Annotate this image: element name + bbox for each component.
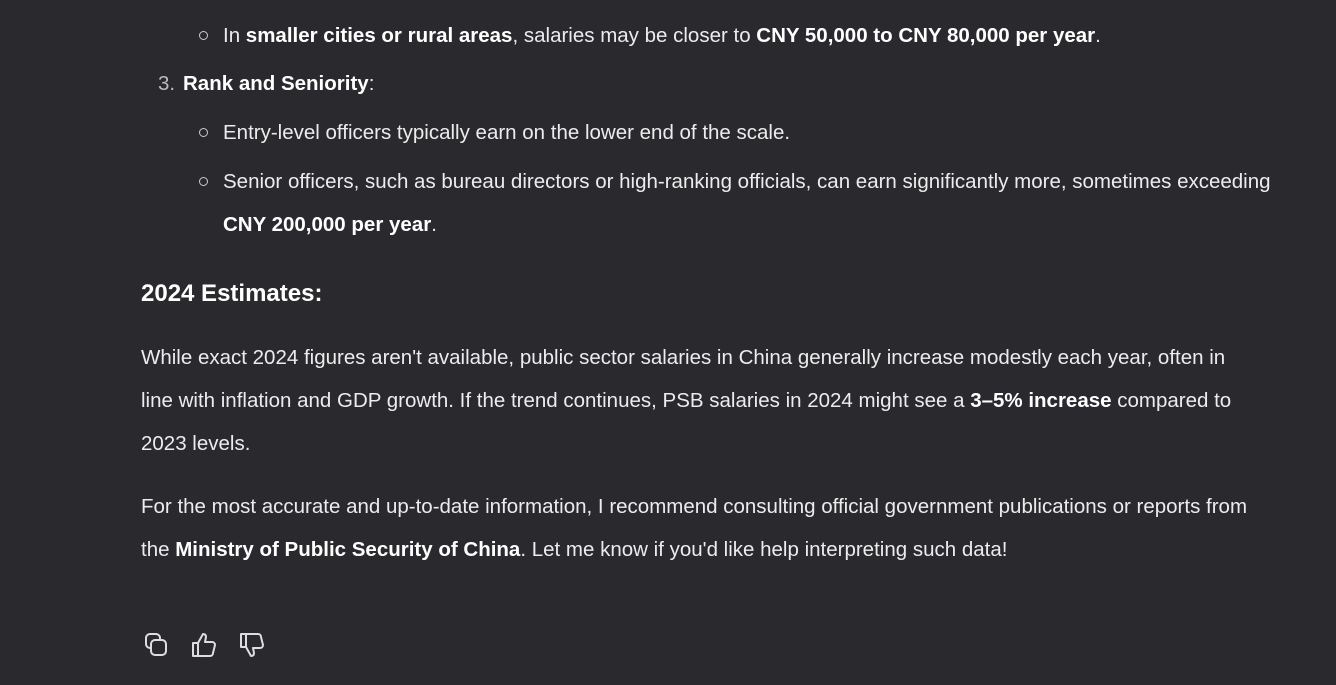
list-number: 3. — [158, 72, 176, 95]
bold-text: CNY 200,000 per year — [223, 213, 432, 236]
bold-text: 3–5% increase — [970, 389, 1112, 412]
bold-text: Rank and Seniority — [183, 72, 369, 95]
text: compared to 2023 levels. — [141, 389, 1232, 455]
text: In — [223, 24, 246, 47]
bold-text: CNY 50,000 to CNY 80,000 per year — [756, 24, 1096, 47]
text: Senior officers, such as bureau director… — [223, 170, 1271, 193]
bullet-item: Entry-level officers typically earn on t… — [199, 111, 1273, 154]
thumbs-down-button[interactable] — [237, 630, 267, 660]
paragraph: For the most accurate and up-to-date inf… — [141, 485, 1259, 571]
text: : — [368, 72, 375, 95]
text: , salaries may be closer to — [512, 24, 757, 47]
text: Entry-level officers typically earn on t… — [223, 121, 791, 144]
bold-text: Ministry of Public Security of China — [175, 538, 521, 561]
section-heading: 2024 Estimates: — [141, 280, 323, 307]
bullet-item: Senior officers, such as bureau director… — [199, 160, 1273, 246]
list-text: Rank and Seniority: — [183, 72, 374, 95]
copy-button[interactable] — [141, 630, 171, 660]
thumbs-up-button[interactable] — [189, 630, 219, 660]
text: . — [431, 213, 437, 236]
bold-text: smaller cities or rural areas — [245, 24, 513, 47]
bullet-item: In smaller cities or rural areas, salari… — [199, 14, 1273, 57]
text: . — [1095, 24, 1101, 47]
text: For the most accurate and up-to-date inf… — [141, 495, 1248, 561]
text: While exact 2024 figures aren't availabl… — [141, 346, 1226, 412]
paragraph: While exact 2024 figures aren't availabl… — [141, 336, 1259, 465]
list-item: 3. Rank and Seniority: — [158, 62, 1183, 105]
text: . Let me know if you'd like help interpr… — [520, 538, 1008, 561]
